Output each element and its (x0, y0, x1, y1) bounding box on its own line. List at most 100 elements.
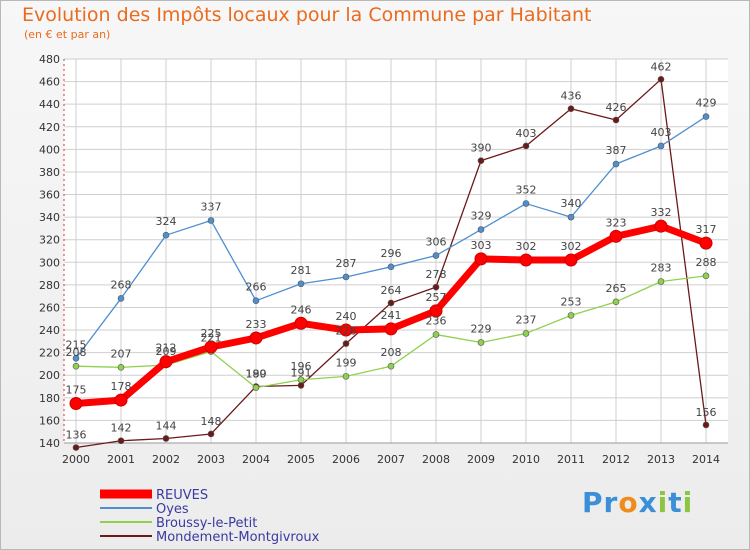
data-point (294, 316, 308, 330)
data-label: 303 (471, 239, 492, 252)
data-point (72, 362, 80, 370)
y-tick-label: 180 (39, 392, 60, 405)
data-point (249, 331, 263, 345)
data-label: 281 (291, 264, 312, 277)
data-label: 240 (336, 310, 357, 323)
data-point (387, 263, 395, 271)
data-label: 225 (201, 327, 222, 340)
data-label: 403 (516, 127, 537, 140)
x-tick-label: 2001 (107, 453, 135, 466)
data-label: 403 (651, 126, 672, 139)
data-point (384, 322, 398, 336)
data-label: 278 (426, 268, 447, 281)
data-point (342, 373, 350, 380)
logo-letter: i (682, 486, 694, 519)
data-point (72, 444, 80, 451)
data-label: 387 (606, 144, 627, 157)
data-label: 317 (696, 223, 717, 236)
data-label: 436 (561, 90, 582, 103)
y-tick-label: 300 (39, 256, 60, 269)
data-label: 156 (696, 406, 717, 419)
y-tick-label: 460 (39, 76, 60, 89)
data-label: 236 (426, 315, 447, 328)
data-point (477, 157, 485, 164)
y-tick-label: 360 (39, 189, 60, 202)
data-point (654, 219, 668, 233)
x-tick-label: 2007 (377, 453, 405, 466)
legend-label: Oyes (156, 502, 189, 517)
x-tick-label: 2005 (287, 453, 315, 466)
data-point (252, 297, 260, 304)
data-label: 175 (66, 383, 87, 396)
data-label: 296 (381, 247, 402, 260)
legend-label: Broussy-le-Petit (156, 516, 257, 531)
data-label: 268 (111, 278, 132, 291)
data-label: 257 (426, 291, 447, 304)
y-tick-label: 240 (39, 324, 60, 337)
data-label: 283 (651, 261, 672, 274)
data-point (522, 330, 530, 337)
data-point (657, 76, 665, 83)
data-label: 228 (336, 325, 357, 338)
data-label: 212 (156, 342, 177, 355)
y-tick-label: 480 (39, 53, 60, 66)
data-point (522, 200, 530, 207)
data-label: 237 (516, 313, 537, 326)
logo-letter: x (638, 486, 658, 519)
data-label: 246 (291, 303, 312, 316)
data-point (702, 272, 710, 280)
data-label: 266 (246, 281, 267, 294)
data-point (207, 430, 215, 438)
legend-label: Mondement-Montgivroux (156, 530, 320, 545)
data-label: 208 (66, 346, 87, 359)
data-point (432, 252, 440, 259)
x-tick-label: 2009 (467, 453, 495, 466)
data-label: 207 (111, 347, 132, 360)
data-label: 429 (696, 97, 717, 110)
data-label: 209 (156, 345, 177, 358)
x-tick-label: 2006 (332, 453, 360, 466)
data-label: 253 (561, 295, 582, 308)
data-point (474, 252, 488, 266)
chart-title: Evolution des Impôts locaux pour la Comm… (22, 4, 592, 26)
data-point (699, 236, 713, 250)
data-label: 136 (66, 429, 87, 442)
data-point (207, 217, 215, 224)
data-label: 324 (156, 215, 177, 228)
data-point (204, 340, 218, 354)
data-label: 241 (381, 309, 402, 322)
data-label: 302 (561, 240, 582, 253)
data-point (477, 226, 485, 233)
data-point (342, 340, 350, 347)
data-label: 306 (426, 236, 447, 249)
data-label: 462 (651, 60, 672, 73)
data-label: 233 (246, 318, 267, 331)
data-point (702, 113, 710, 120)
chart-subtitle: (en € et par an) (24, 28, 111, 41)
data-point (297, 376, 305, 384)
data-point (387, 362, 395, 370)
data-point (252, 384, 260, 391)
logo-letter: o (618, 486, 639, 519)
data-point (522, 142, 530, 150)
data-label: 288 (696, 256, 717, 269)
y-tick-label: 260 (39, 301, 60, 314)
data-label: 329 (471, 210, 492, 223)
data-point (297, 382, 305, 389)
data-point (657, 278, 665, 285)
data-label: 189 (246, 368, 267, 381)
data-point (702, 421, 710, 429)
data-label: 302 (516, 240, 537, 253)
x-tick-label: 2014 (692, 453, 720, 466)
data-label: 191 (291, 366, 312, 379)
data-label: 352 (516, 184, 537, 197)
data-label: 196 (291, 360, 312, 373)
data-point (564, 253, 578, 267)
data-point (297, 280, 305, 288)
data-point (432, 283, 440, 291)
logo-letter: t (668, 486, 683, 519)
y-tick-label: 160 (39, 414, 60, 427)
y-tick-label: 440 (39, 98, 60, 111)
x-tick-label: 2008 (422, 453, 450, 466)
y-tick-label: 380 (39, 166, 60, 179)
